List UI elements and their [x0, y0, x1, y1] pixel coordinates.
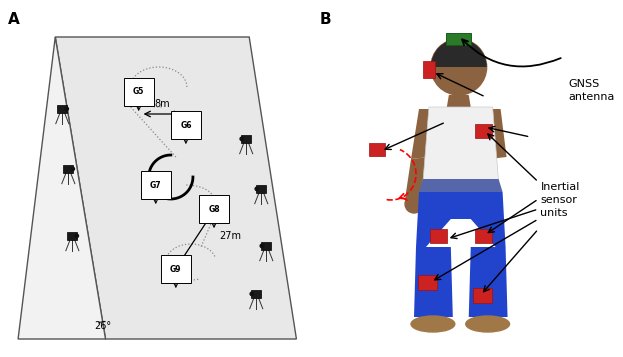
Polygon shape [414, 247, 453, 317]
FancyBboxPatch shape [475, 228, 492, 242]
Wedge shape [431, 39, 487, 67]
Text: GNSS
antenna: GNSS antenna [568, 79, 615, 102]
Polygon shape [405, 157, 429, 199]
FancyBboxPatch shape [64, 165, 74, 172]
Circle shape [240, 137, 244, 141]
Text: 8m: 8m [154, 99, 169, 109]
Text: G5: G5 [133, 87, 145, 96]
Polygon shape [416, 192, 506, 247]
FancyBboxPatch shape [419, 275, 437, 290]
Text: A: A [8, 12, 20, 27]
Text: 27m: 27m [219, 231, 241, 241]
FancyBboxPatch shape [67, 232, 77, 240]
FancyBboxPatch shape [241, 135, 251, 142]
FancyBboxPatch shape [369, 142, 384, 156]
Text: G6: G6 [180, 121, 192, 130]
Circle shape [71, 167, 75, 171]
Text: 26°: 26° [95, 321, 112, 331]
FancyBboxPatch shape [475, 124, 492, 137]
Polygon shape [423, 107, 498, 182]
FancyBboxPatch shape [251, 290, 261, 297]
Ellipse shape [411, 316, 455, 332]
Text: G9: G9 [170, 265, 181, 273]
Polygon shape [419, 179, 503, 192]
FancyBboxPatch shape [446, 32, 471, 45]
Polygon shape [18, 37, 105, 339]
FancyBboxPatch shape [57, 105, 67, 112]
Circle shape [65, 107, 69, 111]
FancyBboxPatch shape [256, 185, 266, 192]
FancyBboxPatch shape [473, 287, 492, 302]
FancyBboxPatch shape [261, 242, 271, 250]
Text: G8: G8 [208, 205, 220, 213]
Circle shape [431, 39, 487, 95]
Polygon shape [411, 109, 436, 159]
Polygon shape [447, 95, 471, 107]
Wedge shape [431, 67, 487, 95]
Text: Inertial
sensor
units: Inertial sensor units [540, 182, 580, 218]
Circle shape [255, 187, 259, 191]
Circle shape [75, 234, 78, 237]
Polygon shape [55, 37, 297, 339]
FancyBboxPatch shape [424, 60, 435, 77]
Text: B: B [320, 12, 331, 27]
FancyBboxPatch shape [430, 228, 447, 242]
Ellipse shape [466, 316, 510, 332]
Circle shape [250, 292, 254, 296]
Circle shape [405, 195, 423, 213]
Polygon shape [468, 247, 508, 317]
Text: G7: G7 [150, 181, 161, 190]
Polygon shape [483, 109, 506, 159]
Circle shape [260, 244, 264, 247]
